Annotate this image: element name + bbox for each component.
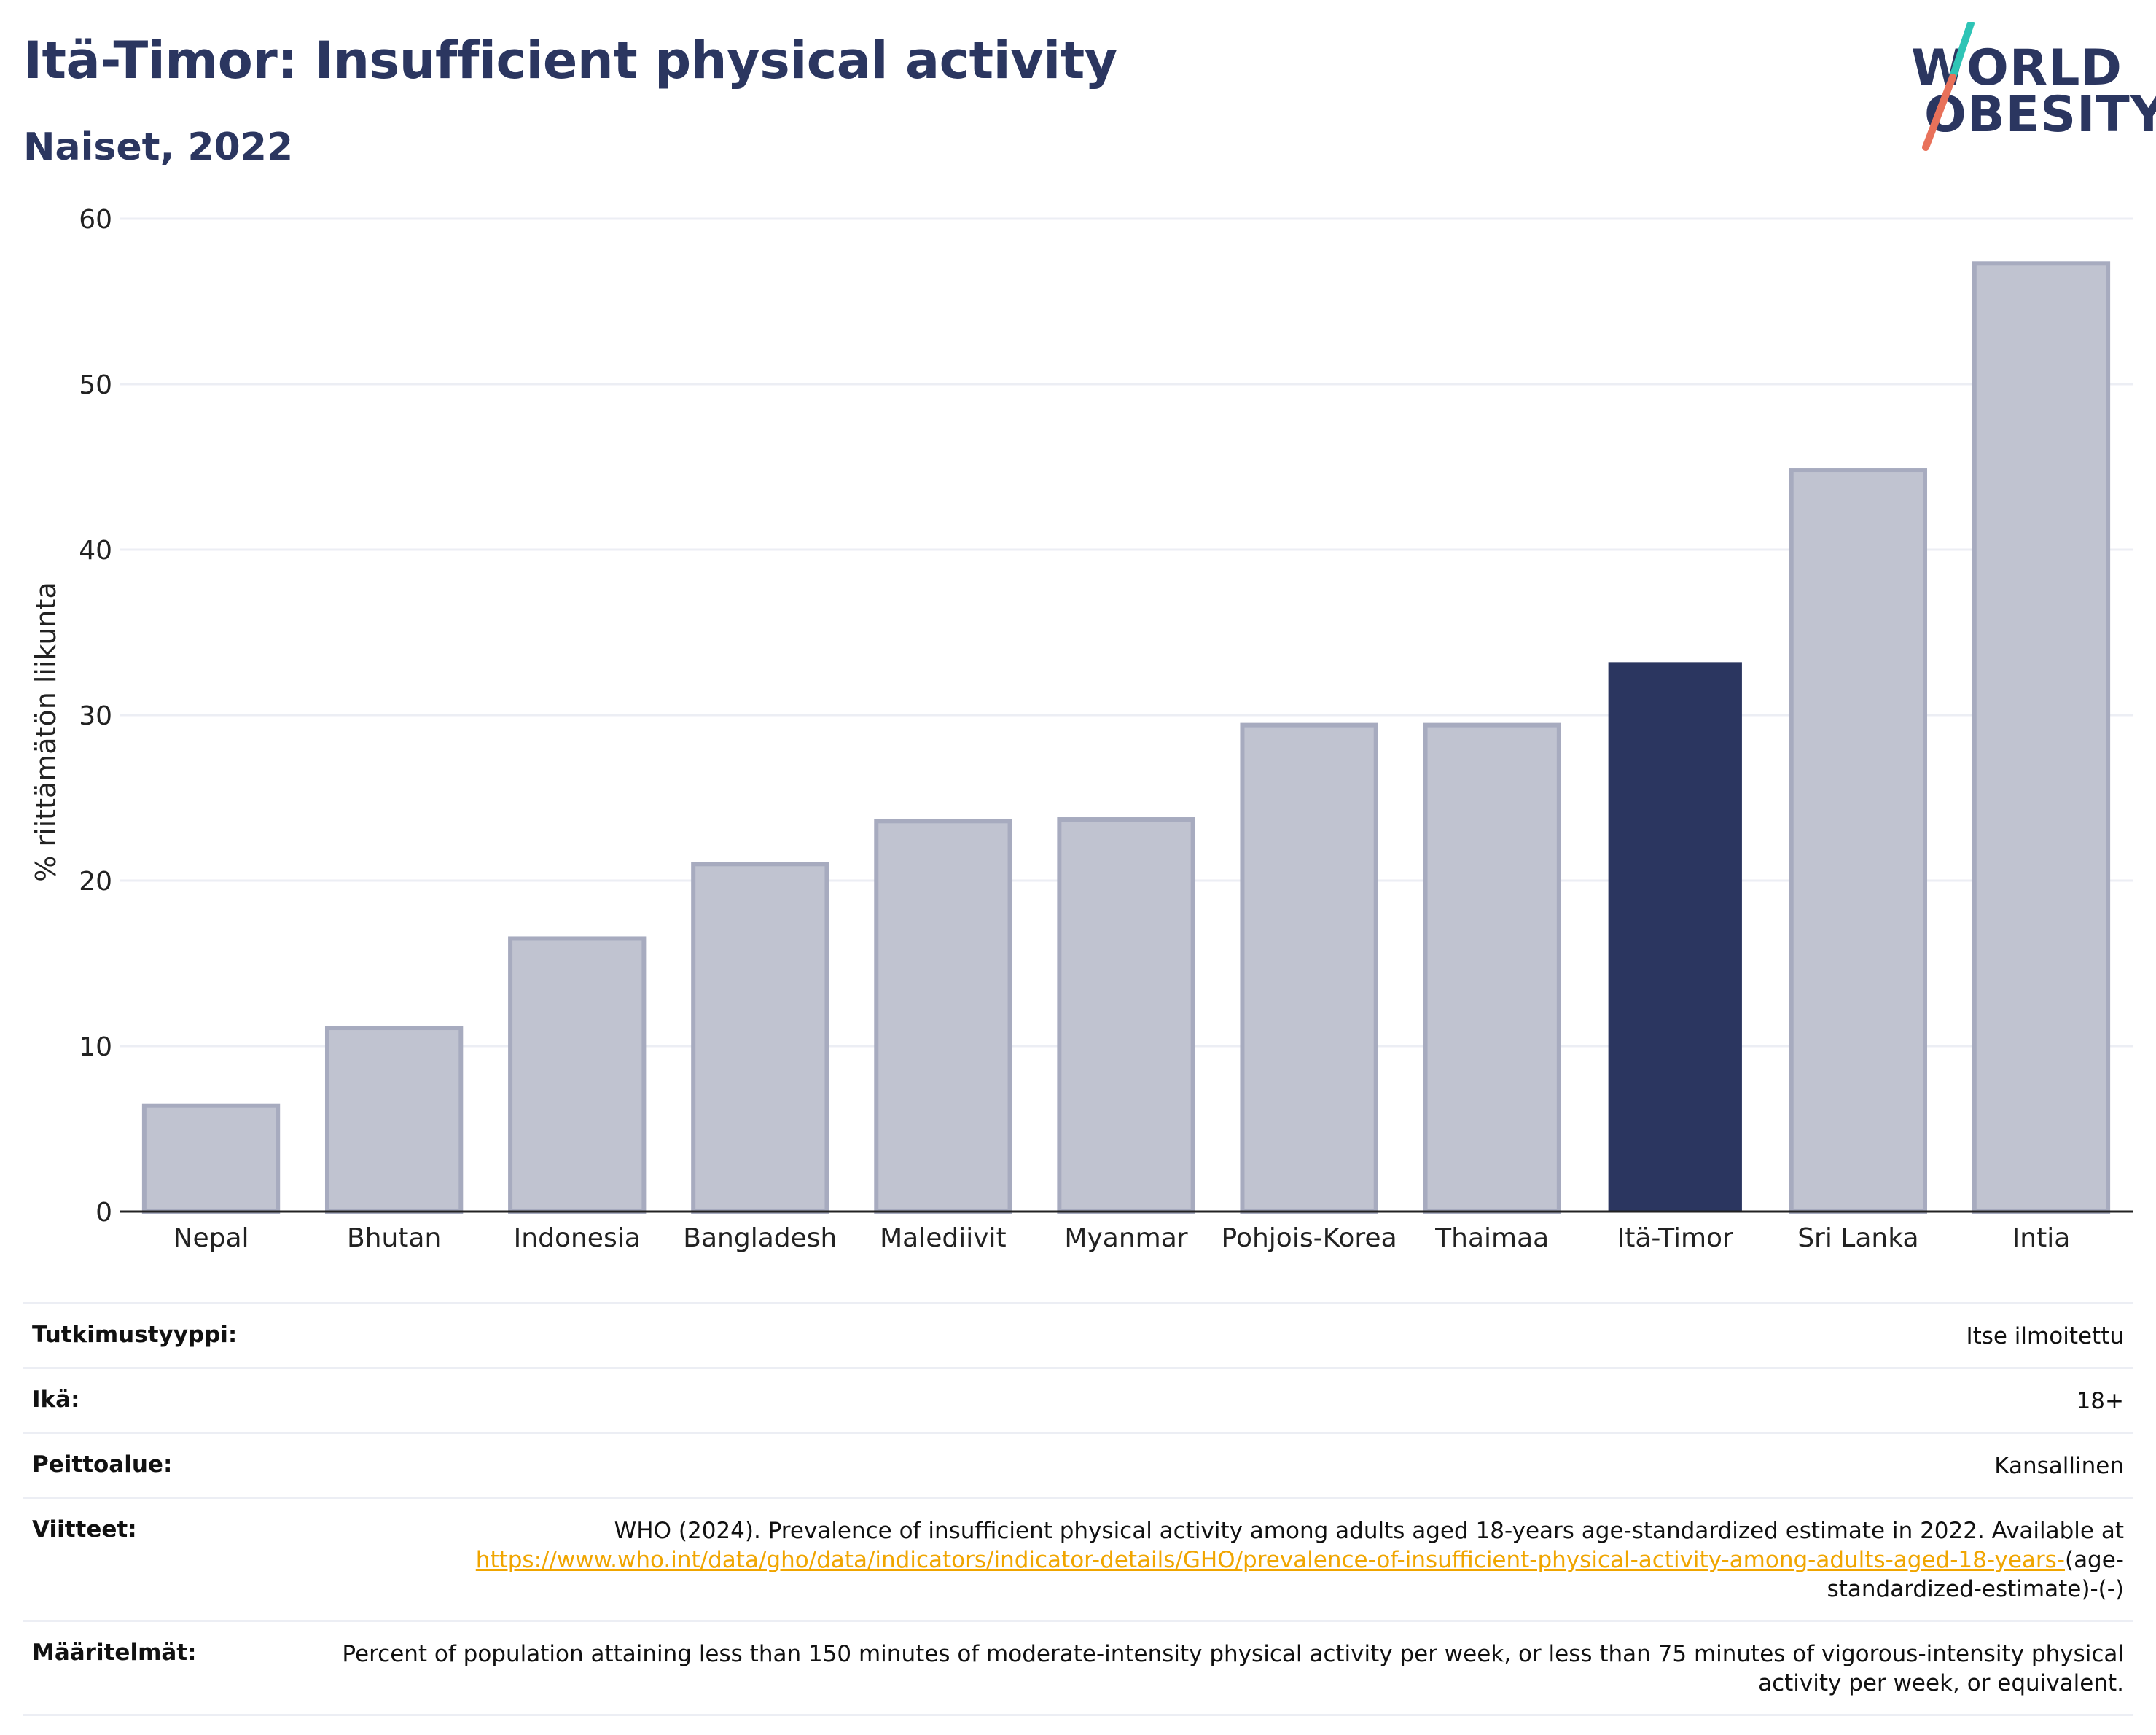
bar[interactable] [1608,662,1742,1212]
bar[interactable] [1057,817,1195,1214]
chart-title: Itä-Timor: Insufficient physical activit… [23,31,1117,90]
bar[interactable] [1972,261,2111,1214]
y-tick-label: 0 [95,1198,112,1228]
study-type-value: Itse ilmoitettu [1966,1323,2124,1349]
x-tick-label: Malediivit [880,1223,1007,1253]
metadata-table: Tutkimustyyppi: Itse ilmoitettu Ikä: 18+… [23,1302,2133,1716]
x-tick-label: Pohjois-Korea [1222,1223,1397,1253]
axes: 0 10 20 30 40 50 60 Nepal Bhutan Indonesia Banglad… [79,205,2133,1253]
bar[interactable] [874,819,1012,1214]
age-label: Ikä: [32,1387,80,1413]
info-row-coverage: Peittoalue: Kansallinen [23,1432,2133,1498]
x-tick-label: Itä-Timor [1617,1223,1733,1253]
references-text: WHO (2024). Prevalence of insufficient p… [614,1518,2124,1544]
references-value: WHO (2024). Prevalence of insufficient p… [332,1498,2133,1621]
y-tick-label: 40 [79,536,112,566]
definitions-label: Määritelmät: [32,1640,197,1666]
x-tick-label: Bangladesh [683,1223,837,1253]
info-row-age: Ikä: 18+ [23,1368,2133,1433]
x-tick-label: Bhutan [347,1223,441,1253]
bar-chart: 0 10 20 30 40 50 60 Nepal Bhutan Indonesia Banglad… [30,205,2133,1253]
y-tick-label: 50 [79,370,112,400]
definitions-value: Percent of population attaining less tha… [342,1641,2124,1696]
bar[interactable] [1423,722,1561,1214]
bar[interactable] [1240,722,1378,1214]
y-tick-label: 60 [79,205,112,235]
world-obesity-logo: WORLD OBESITY [1895,22,2156,153]
y-axis-label: % riittämätön liikunta [30,582,62,882]
references-link[interactable]: https://www.who.int/data/gho/data/indica… [475,1547,2065,1573]
y-tick-label: 20 [79,867,112,897]
references-label: Viitteet: [32,1516,137,1543]
logo-slash-icon [1922,22,1975,151]
bar-series [141,261,2111,1214]
chart-subtitle: Naiset, 2022 [23,125,294,169]
bar[interactable] [324,1026,464,1214]
bar[interactable] [508,936,647,1214]
info-row-study-type: Tutkimustyyppi: Itse ilmoitettu [23,1303,2133,1368]
y-tick-label: 10 [79,1032,112,1062]
x-tick-label: Indonesia [514,1223,641,1253]
x-tick-label: Myanmar [1064,1223,1187,1253]
coverage-label: Peittoalue: [32,1451,173,1478]
age-value: 18+ [2076,1388,2124,1414]
info-row-references: Viitteet: WHO (2024). Prevalence of insu… [23,1497,2133,1621]
x-tick-label: Nepal [173,1223,249,1253]
references-suffix: (age-standardized-estimate)-(-) [1827,1547,2124,1602]
x-tick-label: Intia [2012,1223,2071,1253]
bar[interactable] [141,1103,281,1214]
info-row-definitions: Määritelmät: Percent of population attai… [23,1621,2133,1715]
y-tick-label: 30 [79,701,112,731]
logo-line-2: OBESITY [1924,86,2156,144]
bar[interactable] [1789,468,1928,1214]
x-tick-label: Thaimaa [1434,1223,1549,1253]
bar[interactable] [691,862,829,1214]
x-tick-label: Sri Lanka [1797,1223,1918,1253]
study-type-label: Tutkimustyyppi: [32,1322,238,1348]
coverage-value: Kansallinen [1994,1453,2124,1479]
